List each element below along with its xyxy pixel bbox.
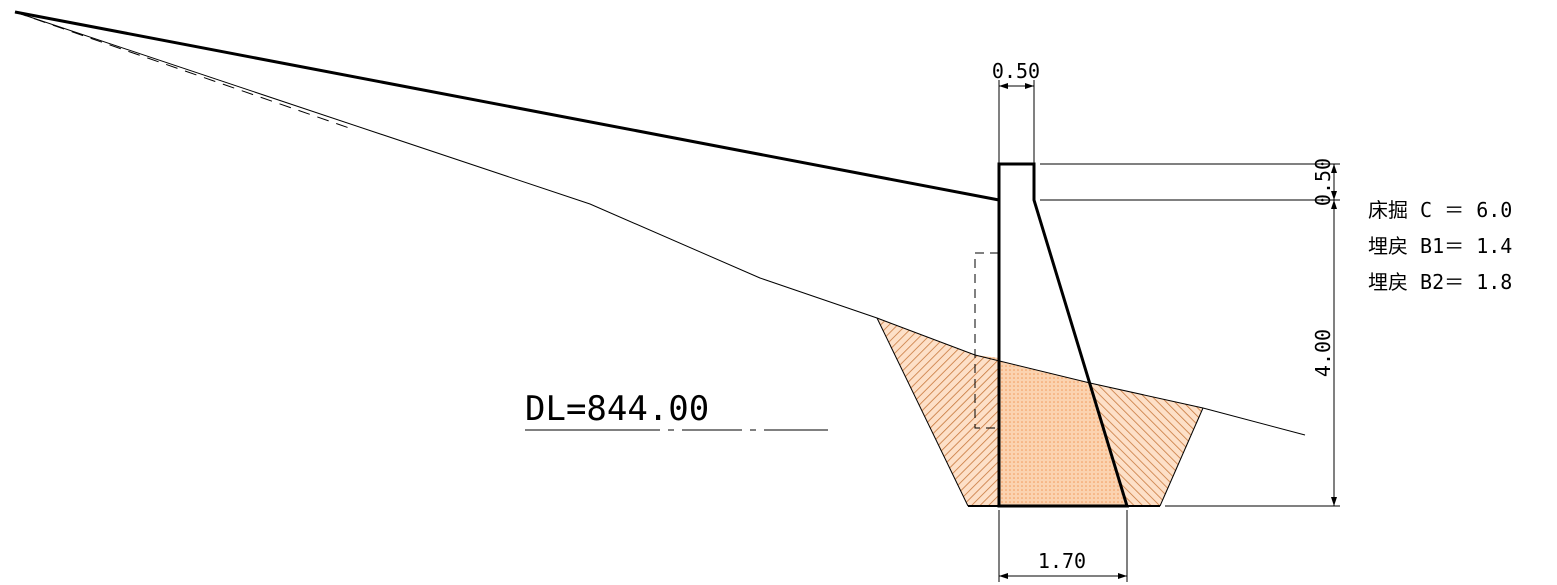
quantity-name: 埋戻 — [1368, 234, 1408, 258]
quantity-legend: 床掘 C ＝ 6.0 埋戻 B1＝ 1.4 埋戻 B2＝ 1.8 — [1368, 192, 1512, 300]
quantity-name: 埋戻 — [1368, 270, 1408, 294]
quantity-name: 床掘 — [1368, 198, 1408, 222]
formwork-dashed-outline — [974, 252, 999, 429]
quantity-code: C — [1420, 198, 1433, 222]
crest-dim-arrow-left — [999, 83, 1008, 89]
original-ground-line — [14, 11, 1306, 436]
datum-label: DL=844.00 — [525, 389, 709, 429]
quantity-eq: ＝ — [1444, 198, 1465, 222]
crest-height-label: 0.50 — [1311, 158, 1335, 206]
excavation-left-edge — [876, 317, 969, 507]
quantity-row-backfill-b2: 埋戻 B2＝ 1.8 — [1368, 264, 1512, 300]
quantity-row-backfill-b1: 埋戻 B1＝ 1.4 — [1368, 228, 1512, 264]
base-dim-arrow-left — [999, 573, 1008, 579]
crest-dim-arrow-right — [1025, 83, 1034, 89]
crest-height-arrow-bottom — [1331, 191, 1337, 200]
wall-height-arrow-top — [1331, 200, 1337, 209]
quantity-value: 1.8 — [1476, 270, 1513, 294]
ground-dashed-line — [14, 11, 356, 131]
finished-slope-line — [14, 10, 1000, 202]
quantity-code: B1 — [1420, 234, 1445, 258]
quantity-row-excavation: 床掘 C ＝ 6.0 — [1368, 192, 1512, 228]
base-dim-arrow-right — [1118, 573, 1127, 579]
quantity-code: B2 — [1420, 270, 1445, 294]
wall-height-label: 4.00 — [1311, 329, 1335, 377]
quantity-eq: ＝ — [1444, 234, 1465, 258]
quantity-value: 1.4 — [1476, 234, 1513, 258]
excavation-right-edge — [1159, 407, 1204, 507]
base-width-label: 1.70 — [1038, 549, 1086, 573]
quantity-value: 6.0 — [1476, 198, 1513, 222]
excavation-left-hatch — [877, 318, 999, 506]
backfill-b1-area — [975, 355, 1127, 506]
crest-width-label: 0.50 — [992, 59, 1040, 83]
wall-height-arrow-bottom — [1331, 497, 1337, 506]
crest-height-arrow-top — [1331, 164, 1337, 173]
quantity-eq: ＝ — [1444, 270, 1465, 294]
retaining-wall — [997, 162, 1130, 508]
